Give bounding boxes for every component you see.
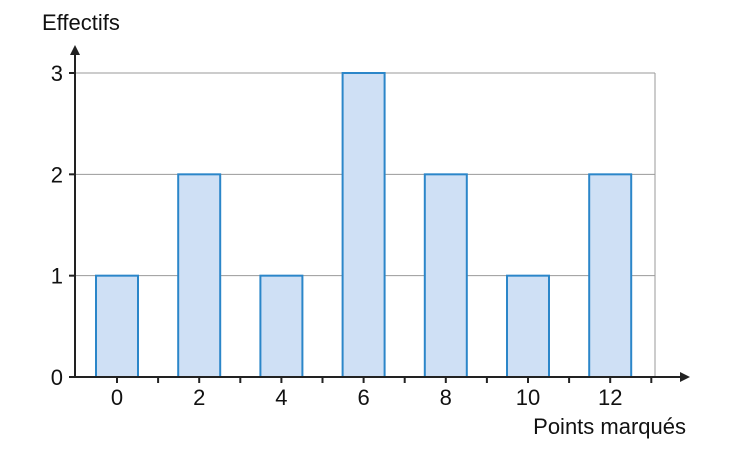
- bar-6: [341, 72, 386, 378]
- x-tick-label-0: 0: [111, 385, 123, 410]
- ticks: [69, 72, 653, 383]
- y-tick-label-2: 2: [51, 162, 63, 187]
- axes: [70, 45, 690, 382]
- y-axis-title: Effectifs: [42, 10, 120, 35]
- x-tick-label-10: 10: [516, 385, 540, 410]
- bar-4: [259, 274, 304, 378]
- y-tick-label-3: 3: [51, 61, 63, 86]
- y-axis-arrow: [70, 45, 80, 55]
- x-tick-label-6: 6: [357, 385, 369, 410]
- x-tick-label-12: 12: [598, 385, 622, 410]
- x-tick-label-2: 2: [193, 385, 205, 410]
- bar-12: [588, 173, 633, 378]
- bars: [95, 72, 633, 378]
- y-tick-label-0: 0: [51, 365, 63, 390]
- y-tick-label-1: 1: [51, 264, 63, 289]
- bar-0: [95, 274, 139, 378]
- x-axis-title: Points marqués: [533, 414, 686, 439]
- bar-10: [506, 274, 550, 378]
- bar-8: [423, 173, 468, 378]
- x-tick-label-4: 4: [275, 385, 287, 410]
- x-tick-label-8: 8: [440, 385, 452, 410]
- bar-2: [177, 173, 222, 378]
- x-axis-arrow: [680, 372, 690, 382]
